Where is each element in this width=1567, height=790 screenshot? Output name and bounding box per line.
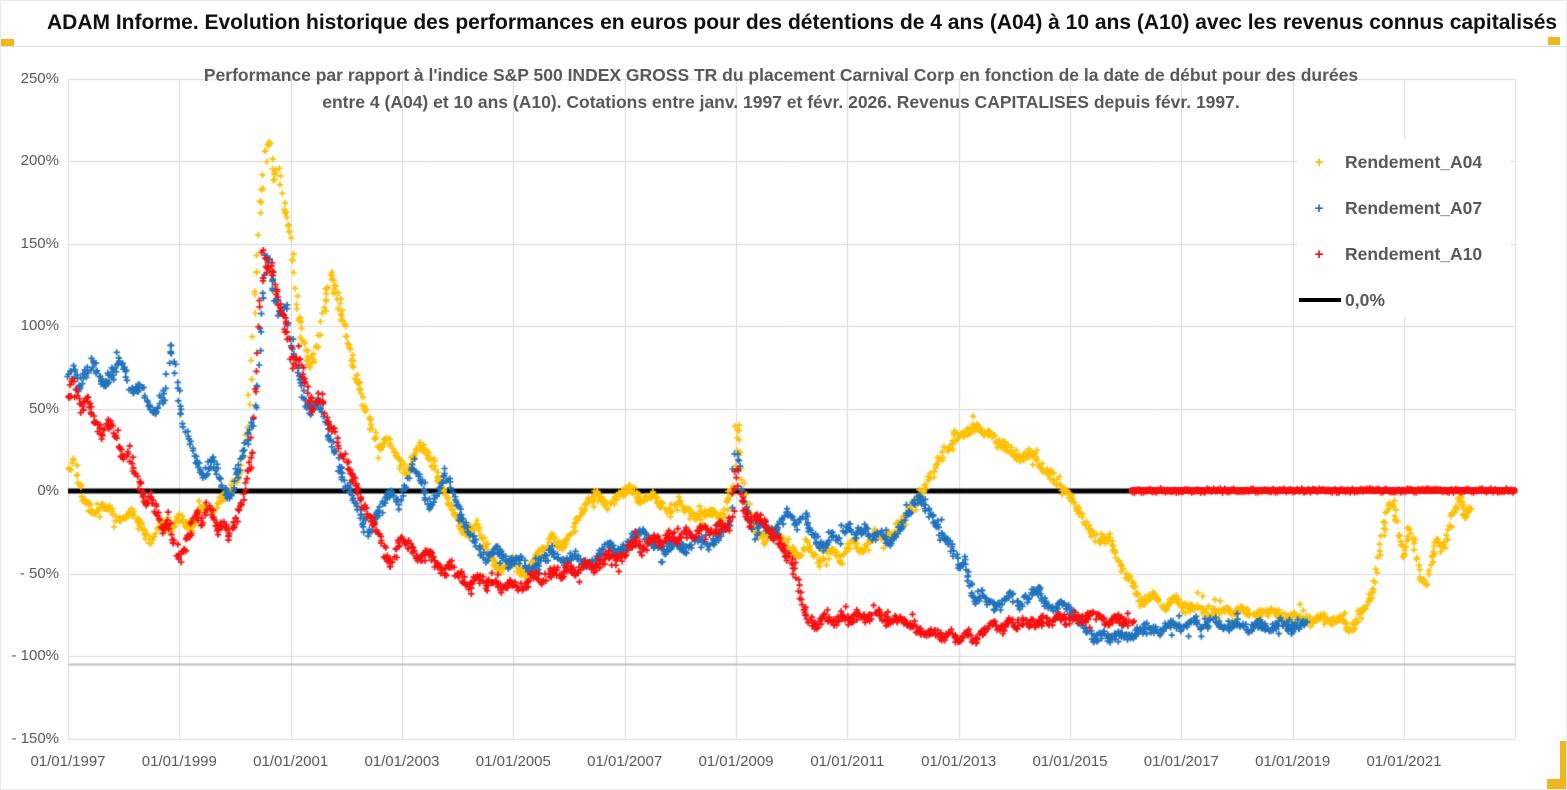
y-tick-label: 200% [20, 152, 59, 169]
y-tick-label: - 50% [19, 564, 59, 582]
y-tick-label: - 100% [11, 647, 59, 664]
legend-plus-marker-icon: + [1314, 153, 1324, 171]
legend-item: 0,0% [1297, 285, 1511, 315]
x-tick-label: 01/01/2021 [1366, 753, 1442, 770]
y-tick-label: 50% [28, 399, 59, 417]
x-tick-label: 01/01/2017 [1143, 753, 1219, 770]
chart-title: Performance par rapport à l'indice S&P 5… [81, 62, 1481, 116]
y-tick-label: 250% [20, 69, 59, 87]
legend-label: 0,0% [1345, 289, 1385, 310]
y-tick-label: - 150% [11, 729, 59, 747]
legend: + Rendement_A04 + Rendement_A07 + Rendement_A… [1297, 139, 1511, 317]
x-tick-label: 01/01/1999 [141, 753, 217, 770]
x-tick-label: 01/01/2001 [253, 753, 329, 770]
x-tick-label: 01/01/2015 [1032, 753, 1108, 770]
y-tick-label: 0% [37, 482, 59, 499]
legend-plus-marker-icon: + [1314, 245, 1324, 263]
y-tick-label: 100% [20, 317, 59, 334]
y-tick-label: 150% [20, 234, 59, 252]
chart-title-line1: Performance par rapport à l'indice S&P 5… [203, 65, 1359, 85]
x-tick-label: 01/01/2003 [364, 753, 440, 770]
legend-plus-marker-icon: + [1314, 199, 1324, 217]
x-tick-label: 01/01/2011 [810, 753, 885, 770]
x-tick-label: 01/01/2005 [475, 753, 551, 770]
chart-title-line2: entre 4 (A04) et 10 ans (A10). Cotations… [322, 92, 1240, 112]
x-tick-label: 01/01/2009 [698, 753, 774, 770]
legend-label: Rendement_A10 [1345, 243, 1483, 264]
legend-item: + Rendement_A04 [1297, 147, 1511, 177]
legend-label: Rendement_A07 [1345, 197, 1483, 218]
x-tick-label: 01/01/1997 [30, 753, 106, 770]
legend-zero-line-icon [1299, 298, 1341, 302]
x-tick-label: 01/01/2007 [587, 753, 663, 770]
legend-item: + Rendement_A07 [1297, 193, 1511, 223]
x-tick-label: 01/01/2013 [921, 753, 997, 770]
legend-label: Rendement_A04 [1345, 151, 1483, 172]
legend-item: + Rendement_A10 [1297, 239, 1511, 269]
x-tick-label: 01/01/2019 [1255, 753, 1331, 770]
